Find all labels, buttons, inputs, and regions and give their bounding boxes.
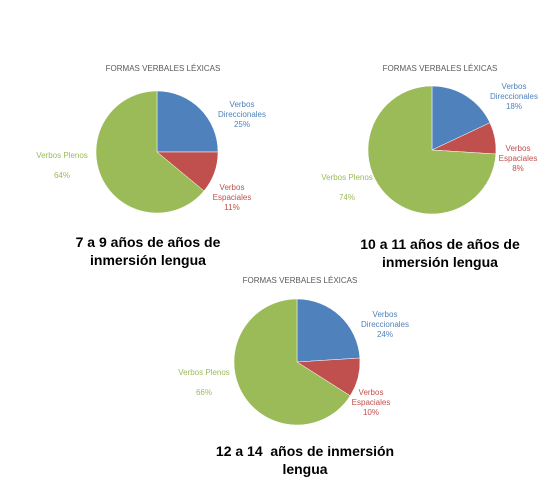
- chart-title: FORMAS VERBALES LÉXICAS: [105, 64, 221, 73]
- chart-caption: 7 a 9 años de años de inmersión lengua: [75, 234, 225, 268]
- slice-value-label: 10%: [362, 408, 379, 417]
- slice-value-label: 64%: [53, 171, 70, 180]
- slice-label: Verbos Espaciales: [212, 183, 252, 202]
- pie-slice: [367, 85, 497, 215]
- pie-slice: [431, 85, 491, 151]
- pie-slice: [296, 298, 361, 363]
- chart-title: FORMAS VERBALES LÉXICAS: [242, 276, 358, 285]
- slice-value-label: 8%: [512, 164, 524, 173]
- slice-value-label: 11%: [224, 203, 240, 212]
- slice-label: Verbos Espaciales: [351, 388, 391, 407]
- chart-caption: 10 a 11 años de años de inmersión lengua: [360, 236, 524, 270]
- slice-value-label: 18%: [505, 102, 522, 111]
- slice-label: Verbos Direccionales: [360, 310, 410, 329]
- pie-slice: [95, 90, 205, 214]
- slice-value-label: 66%: [195, 388, 212, 397]
- slice-label: Verbos Plenos: [36, 151, 88, 160]
- slice-value-label: 25%: [233, 120, 250, 129]
- slice-label: Verbos Plenos: [178, 368, 230, 377]
- chart-caption: 12 a 14 años de inmersión lengua: [215, 443, 398, 477]
- slice-value-label: 24%: [376, 330, 393, 339]
- chart-title: FORMAS VERBALES LÉXICAS: [382, 64, 498, 73]
- slice-label: Verbos Espaciales: [498, 144, 538, 163]
- slice-label: Verbos Direccionales: [217, 100, 267, 119]
- slice-label: Verbos Direccionales: [489, 82, 539, 101]
- pie-slice: [233, 298, 351, 426]
- pie-slice: [156, 90, 219, 153]
- slice-label: Verbos Plenos: [321, 173, 373, 182]
- slice-value-label: 74%: [338, 193, 355, 202]
